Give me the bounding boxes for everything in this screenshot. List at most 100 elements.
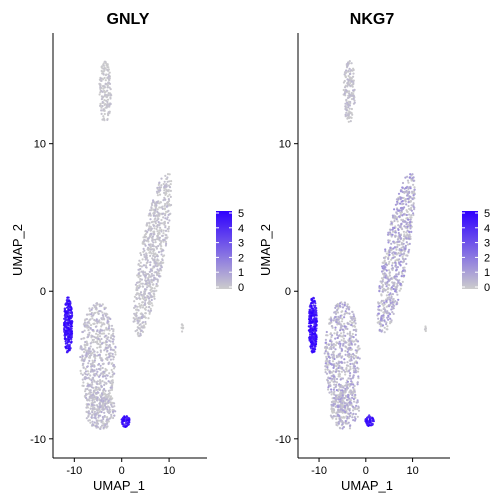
cell-point	[339, 427, 341, 429]
cell-point	[91, 317, 93, 319]
cell-point	[108, 353, 110, 355]
cell-point	[160, 201, 162, 203]
cell-point	[355, 405, 357, 407]
cell-point	[168, 219, 170, 221]
cell-point	[336, 381, 338, 383]
cell-point	[92, 362, 94, 364]
cell-point	[357, 345, 359, 347]
cell-point	[350, 120, 352, 122]
cell-point	[87, 370, 89, 372]
cell-point	[411, 191, 413, 193]
cell-point	[86, 374, 88, 376]
cell-point	[99, 346, 101, 348]
cell-point	[352, 73, 354, 75]
cell-point	[153, 274, 155, 276]
cell-point	[408, 201, 410, 203]
cell-point	[388, 284, 390, 286]
cell-point	[397, 198, 399, 200]
cell-point	[168, 198, 170, 200]
cell-point	[106, 338, 108, 340]
cell-point	[393, 313, 395, 315]
cell-point	[109, 87, 111, 89]
cell-point	[94, 323, 96, 325]
cell-point	[327, 353, 329, 355]
cell-point	[103, 323, 105, 325]
cell-point	[389, 318, 391, 320]
cell-point	[92, 348, 94, 350]
cell-point	[103, 65, 105, 67]
cell-point	[337, 398, 339, 400]
cell-point	[386, 306, 388, 308]
cell-point	[351, 343, 353, 345]
cell-point	[137, 332, 139, 334]
cell-point	[391, 296, 393, 298]
cell-point	[181, 330, 183, 332]
cell-point	[313, 297, 315, 299]
cell-point	[410, 231, 412, 233]
legend-label: 5	[238, 208, 244, 220]
cell-point	[140, 262, 142, 264]
cell-point	[123, 415, 125, 417]
cell-point	[356, 367, 358, 369]
cell-point	[99, 379, 101, 381]
cell-point	[379, 287, 381, 289]
cell-point	[86, 388, 88, 390]
cell-point	[313, 350, 315, 352]
cell-point	[338, 396, 340, 398]
cell-point	[402, 281, 404, 283]
cell-point	[388, 269, 390, 271]
cell-point	[153, 279, 155, 281]
cell-point	[384, 327, 386, 329]
x-tick-label: -10	[66, 465, 82, 477]
cell-point	[344, 362, 346, 364]
cell-point	[388, 305, 390, 307]
cell-point	[155, 246, 157, 248]
cell-point	[351, 359, 353, 361]
cell-point	[348, 121, 350, 123]
cell-point	[96, 351, 98, 353]
cell-point	[387, 291, 389, 293]
cell-point	[98, 310, 100, 312]
cell-point	[127, 420, 129, 422]
cell-point	[349, 60, 351, 62]
cell-point	[393, 220, 395, 222]
cell-point	[393, 208, 395, 210]
cell-point	[401, 273, 403, 275]
cell-point	[392, 241, 394, 243]
cell-point	[352, 318, 354, 320]
cell-point	[407, 251, 409, 253]
cell-point	[402, 267, 404, 269]
cell-point	[336, 411, 338, 413]
cell-point	[373, 420, 375, 422]
cell-point	[95, 417, 97, 419]
cell-point	[408, 238, 410, 240]
cell-point	[409, 196, 411, 198]
cell-point	[380, 294, 382, 296]
cell-point	[90, 389, 92, 391]
cell-point	[123, 419, 125, 421]
cell-point	[346, 417, 348, 419]
cell-point	[156, 187, 158, 189]
cell-point	[69, 321, 71, 323]
cell-point	[136, 320, 138, 322]
cell-point	[386, 269, 388, 271]
cell-point	[345, 368, 347, 370]
cell-point	[381, 303, 383, 305]
cell-point	[154, 212, 156, 214]
cell-point	[392, 304, 394, 306]
cell-point	[338, 319, 340, 321]
cell-point	[341, 362, 343, 364]
cell-point	[357, 340, 359, 342]
cell-point	[382, 324, 384, 326]
cell-point	[349, 347, 351, 349]
cell-point	[107, 94, 109, 96]
cell-point	[108, 111, 110, 113]
cell-point	[100, 349, 102, 351]
cell-point	[101, 96, 103, 98]
cell-point	[349, 101, 351, 103]
cell-point	[395, 286, 397, 288]
cell-point	[167, 216, 169, 218]
cell-point	[105, 313, 107, 315]
cell-point	[158, 212, 160, 214]
